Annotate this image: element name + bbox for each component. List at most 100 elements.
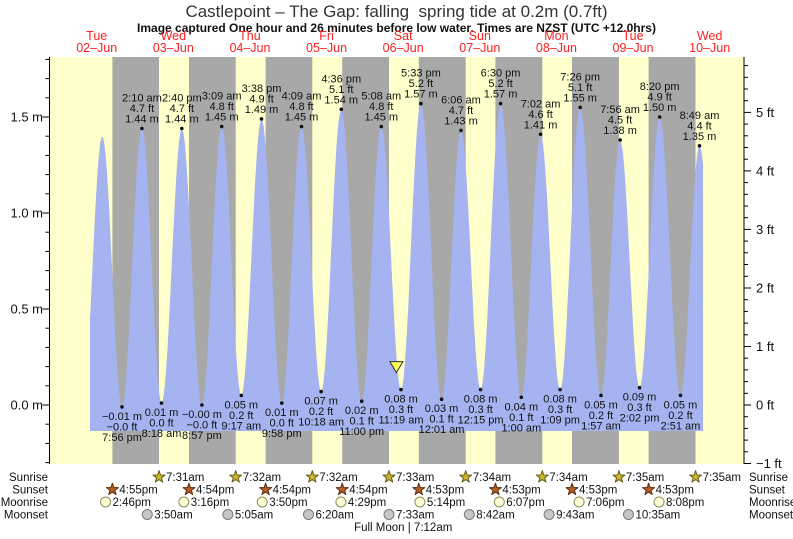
moonrise-time: 2:46pm (113, 497, 151, 509)
low-tide-label: 0.01 m0.0 ft9:58 pm (262, 401, 302, 440)
current-level-marker-icon (389, 361, 404, 374)
tide-label-line: 0.3 ft (468, 404, 492, 416)
tide-label-line: 0.09 m (623, 392, 657, 404)
tide-label-line: 1:00 am (501, 422, 541, 434)
tide-label-line: 9:17 am (221, 420, 261, 432)
tide-label-line: 1.43 m (444, 115, 478, 127)
sunrise-time: 7:33am (396, 472, 434, 484)
moonset-row-label-left: Moonset (4, 510, 49, 522)
sunrise-icon (152, 470, 166, 483)
tide-extreme-dot (140, 126, 144, 131)
chart-subtitle: Image captured One hour and 26 minutes b… (137, 21, 656, 35)
y-axis-label-m: 1.5 m (10, 110, 43, 125)
tide-extreme-dot (180, 126, 184, 131)
tide-label-line: −0.01 m (102, 411, 142, 423)
tide-extreme-dot (637, 385, 642, 390)
tide-label-line: 0.07 m (304, 396, 338, 408)
tide-label-line: 1.38 m (603, 125, 637, 137)
day-date-label: 09–Jun (613, 41, 654, 55)
moonrise-row-label-left: Moonrise (1, 497, 48, 509)
tide-extreme-dot (439, 397, 444, 402)
sunset-icon (105, 482, 119, 496)
sunset-icon (259, 482, 273, 496)
tide-label-line: 0.2 ft (589, 410, 613, 422)
low-tide-label: 0.04 m0.1 ft1:00 am (501, 395, 541, 434)
tide-extreme-dot (200, 403, 204, 407)
tide-label-line: 1:57 am (581, 420, 621, 432)
moonset-row: Moonset Moonset 3:50am 5:05am 6:20am 7:33am 8:… (4, 509, 793, 522)
tide-label-line: 0.1 ft (429, 414, 453, 426)
sunset-time: 4:53pm (502, 485, 540, 497)
tide-extreme-dot (618, 138, 622, 142)
tide-label-line: 2:51 am (661, 420, 701, 432)
tide-label-line: 4.8 ft (289, 101, 313, 113)
sunset-time: 4:55pm (119, 485, 157, 497)
tide-extreme-dot (519, 395, 524, 400)
tide-label-line: 11:00 pm (339, 426, 384, 438)
day-name-label: Sun (469, 29, 491, 43)
tide-label-line: 5:33 pm (401, 68, 441, 80)
tide-label-line: 4.4 ft (687, 120, 711, 132)
tide-label-line: 1.45 m (364, 112, 398, 124)
tide-label-line: 3:09 am (202, 91, 242, 103)
sunrise-icon (382, 470, 396, 483)
tide-label-line: −0.0 ft (186, 420, 217, 432)
sunset-time: 4:54pm (349, 485, 387, 497)
y-axis-label-m: 0.5 m (10, 302, 43, 317)
tide-label-line: 0.05 m (664, 399, 698, 411)
tide-label-line: 7:56 am (600, 104, 640, 116)
moonset-time: 3:50am (154, 510, 192, 522)
sunset-icon (182, 482, 196, 496)
tide-label-line: 0.02 m (345, 405, 379, 417)
tide-label-line: 0.05 m (584, 399, 618, 411)
moonrise-time: 6:07pm (506, 497, 544, 509)
tide-label-line: 1:09 pm (540, 415, 580, 427)
tide-label-line: 4.7 ft (130, 103, 154, 115)
sunrise-time: 7:32am (319, 472, 357, 484)
tide-label-line: 8:20 pm (640, 81, 680, 93)
high-tide-label: 7:26 pm5.1 ft1.55 m (560, 71, 600, 110)
tide-label-line: 5.1 ft (329, 84, 353, 96)
tide-extreme-dot (419, 101, 423, 106)
tide-label-line: 0.01 m (265, 407, 299, 419)
high-tide-label: 7:02 am4.6 ft1.41 m (521, 98, 560, 137)
tide-label-line: 5.2 ft (488, 78, 512, 90)
sunrise-icon (229, 470, 243, 483)
tide-label-line: 0.08 m (543, 394, 577, 406)
moonrise-icon (573, 496, 585, 508)
sunset-icon (335, 482, 349, 496)
tide-label-line: 12:15 pm (458, 415, 504, 427)
tide-extreme-dot (678, 393, 683, 398)
tide-label-line: −0.0 ft (107, 421, 138, 433)
sunrise-icon (612, 470, 626, 483)
tide-label-line: 2:02 pm (620, 413, 660, 425)
y-axis-label-ft: 5 ft (756, 105, 774, 120)
sunset-row: Sunset Sunset 4:55pm 4:54pm 4:54pm 4:54pm 4:53… (12, 482, 786, 497)
moonset-icon (543, 509, 555, 520)
sunrise-icon (689, 470, 703, 483)
tide-label-line: 6:30 pm (481, 68, 521, 80)
moonset-icon (463, 509, 475, 520)
moonset-icon (222, 509, 234, 520)
sunset-time: 4:53pm (579, 485, 617, 497)
moonrise-icon (335, 496, 347, 508)
day-date-label: 04–Jun (229, 41, 270, 55)
sunset-time: 4:54pm (196, 485, 234, 497)
moonrise-icon (178, 496, 190, 508)
tide-extreme-dot (120, 405, 124, 409)
moonset-time: 10:35am (636, 510, 681, 522)
tide-extreme-dot (239, 393, 244, 398)
tide-extreme-dot (657, 115, 662, 119)
tide-extreme-dot (697, 144, 702, 148)
tide-label-line: 7:26 pm (560, 71, 600, 83)
tide-label-line: 0.04 m (504, 401, 538, 413)
tide-label-line: 0.05 m (224, 399, 258, 411)
tide-label-line: 1.41 m (524, 119, 558, 131)
moonset-row-label-right: Moonset (749, 510, 793, 522)
low-tide-label: 0.05 m0.2 ft9:17 am (221, 393, 261, 432)
tide-label-line: 2:10 am (122, 93, 162, 105)
sunset-icon (488, 482, 502, 496)
tide-label-line: 3:38 pm (242, 83, 282, 95)
